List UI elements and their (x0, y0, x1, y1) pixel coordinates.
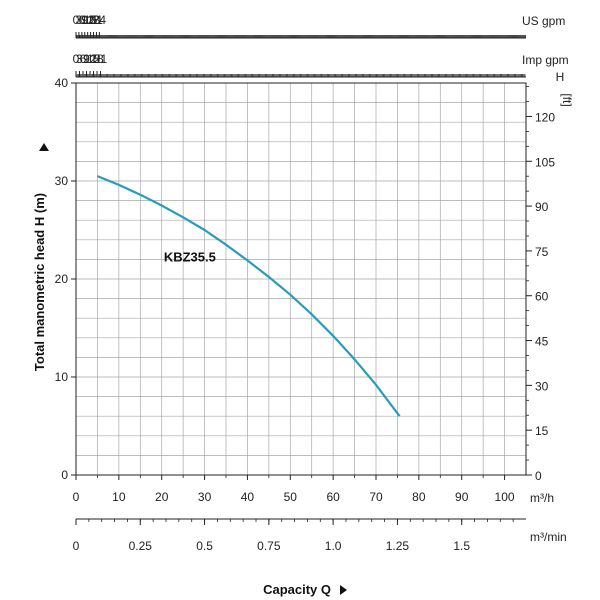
y-axis-label: Total manometric head H (m) (32, 193, 47, 371)
imp-gpm-tick-label: 12 (83, 52, 97, 66)
x-axis-label: Capacity Q (263, 582, 331, 597)
x-tick-label: 20 (155, 490, 169, 504)
x-axis-arrow-icon (340, 585, 347, 595)
m3min-unit: m³/min (530, 530, 567, 544)
m3min-tick-label: 0.75 (257, 539, 281, 553)
x-tick-label: 80 (412, 490, 426, 504)
imp-gpm-tick-label: 0 (73, 52, 80, 66)
grid (76, 83, 526, 475)
m3min-tick-label: 1.0 (325, 539, 342, 553)
x-tick-label: 100 (495, 490, 515, 504)
imp-gpm-tick-label: 6 (80, 52, 87, 66)
us-gpm-tick-label: 6 (78, 13, 85, 27)
us-gpm-tick-label: 0 (73, 13, 80, 27)
y-right-tick-label: 90 (535, 200, 549, 214)
y-tick-label: 40 (55, 76, 69, 90)
us-gpm-tick-label: 9 (81, 13, 88, 27)
y-right-tick-label: 75 (535, 245, 549, 259)
imp-gpm-tick-label: 15 (87, 52, 101, 66)
x-tick-label: 30 (198, 490, 212, 504)
right-axis-label-ft: [ft] (560, 93, 574, 106)
us-gpm-unit: US gpm (522, 14, 565, 28)
y-axis-arrow-icon (39, 143, 49, 151)
y-right-tick-label: 30 (535, 379, 549, 393)
m3min-tick-label: 0 (73, 539, 80, 553)
y-right-tick-label: 0 (535, 469, 542, 483)
m3min-tick-label: 1.25 (386, 539, 410, 553)
y-tick-label: 20 (55, 272, 69, 286)
right-axis-label-h: H (556, 70, 565, 84)
series-line (96, 175, 401, 417)
x-tick-label: 0 (73, 490, 80, 504)
m3h-unit: m³/h (530, 491, 554, 505)
series: KBZ35.5 (96, 175, 401, 417)
x-tick-label: 50 (284, 490, 298, 504)
y-right-tick-label: 105 (535, 155, 555, 169)
y-tick-label: 10 (55, 370, 69, 384)
series-label: KBZ35.5 (164, 249, 216, 264)
y-right-tick-label: 45 (535, 335, 549, 349)
m3min-tick-label: 1.5 (453, 539, 470, 553)
x-tick-label: 10 (112, 490, 126, 504)
imp-gpm-tick-label: 21 (94, 52, 108, 66)
us-gpm-tick-label: 24 (93, 13, 107, 27)
us-gpm-tick-label: 21 (90, 13, 104, 27)
us-gpm-tick-label: 12 (81, 13, 95, 27)
y-right-tick-label: 60 (535, 290, 549, 304)
m3min-tick-label: 0.25 (129, 539, 153, 553)
y-right-tick-label: 15 (535, 424, 549, 438)
imp-gpm-tick-label: 3 (76, 52, 83, 66)
us-gpm-tick-label: 18 (87, 13, 101, 27)
x-tick-label: 60 (326, 490, 340, 504)
y-tick-label: 30 (55, 174, 69, 188)
x-tick-label: 70 (369, 490, 383, 504)
y-tick-label: 0 (61, 468, 68, 482)
m3min-tick-label: 0.5 (196, 539, 213, 553)
us-gpm-tick-label: 3 (76, 13, 83, 27)
us-gpm-tick-label: 15 (84, 13, 98, 27)
imp-gpm-tick-label: 9 (83, 52, 90, 66)
x-tick-label: 40 (241, 490, 255, 504)
x-tick-label: 90 (455, 490, 469, 504)
imp-gpm-tick-label: 18 (90, 52, 104, 66)
y-right-tick-label: 120 (535, 110, 555, 124)
imp-gpm-unit: Imp gpm (522, 53, 569, 67)
